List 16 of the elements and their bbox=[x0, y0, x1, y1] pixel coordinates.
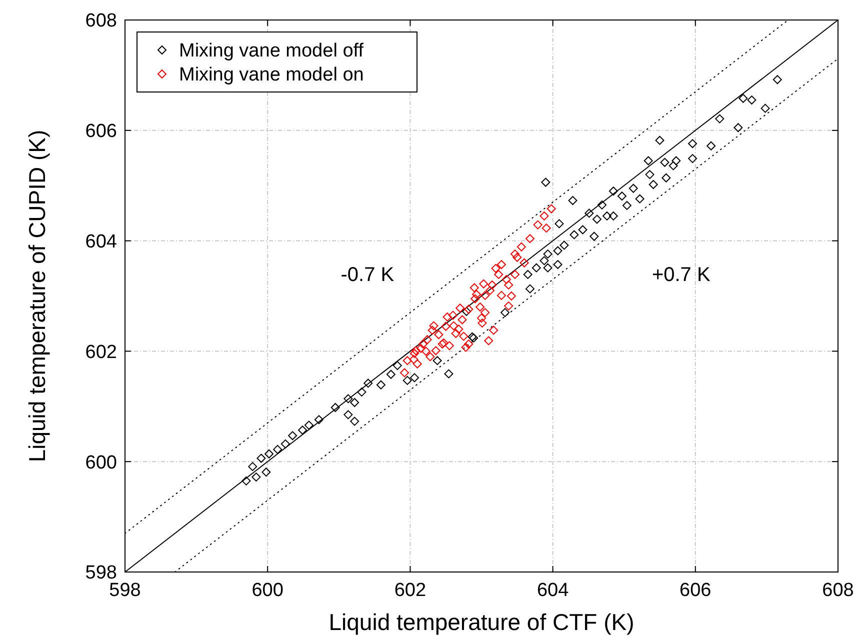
y-tick-label: 606 bbox=[85, 121, 117, 142]
y-tick-label: 602 bbox=[85, 342, 117, 363]
legend-label: Mixing vane model on bbox=[179, 64, 364, 86]
y-tick-label: 600 bbox=[85, 452, 117, 474]
x-axis-title: Liquid temperature of CTF (K) bbox=[328, 609, 634, 635]
annotation: +0.7 K bbox=[652, 264, 711, 286]
x-tick-label: 602 bbox=[394, 580, 426, 601]
annotation: -0.7 K bbox=[340, 264, 395, 286]
legend-label: Mixing vane model off bbox=[179, 40, 364, 62]
y-tick-label: 604 bbox=[85, 231, 118, 252]
y-axis-title: Liquid temperature of CUPID (K) bbox=[24, 130, 50, 462]
x-tick-label: 608 bbox=[822, 580, 854, 601]
x-tick-label: 600 bbox=[252, 580, 284, 601]
x-tick-label: 606 bbox=[680, 580, 712, 601]
x-tick-label: 604 bbox=[536, 580, 570, 601]
y-tick-label: 608 bbox=[85, 10, 117, 32]
